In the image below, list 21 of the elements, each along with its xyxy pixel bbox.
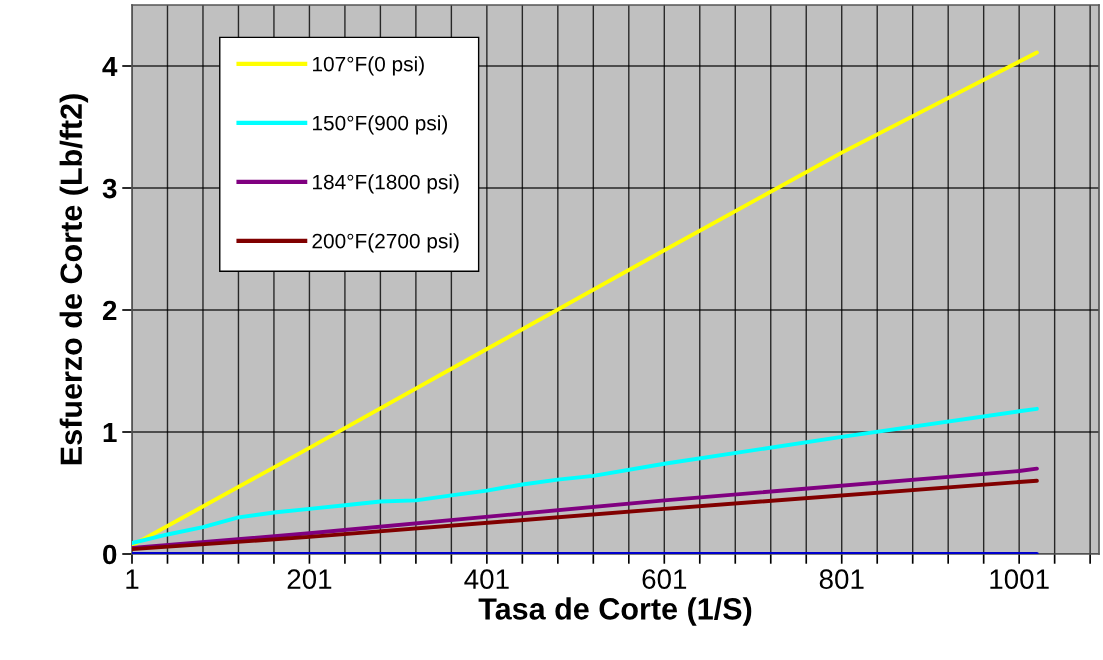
line-series — [132, 50, 1039, 548]
line-series — [132, 466, 1039, 550]
x-tick-label: 201 — [287, 569, 332, 589]
y-tick-label: 1 — [103, 422, 117, 443]
legend-label: 150°F(900 psi) — [313, 115, 448, 135]
legend-label: 184°F(1800 psi) — [313, 174, 459, 194]
line-series — [132, 478, 1039, 552]
y-tick-label: 0 — [103, 544, 117, 565]
x-tick-label: 801 — [819, 569, 864, 589]
x-tick-label: 1001 — [990, 569, 1049, 589]
x-tick-label: 401 — [464, 569, 509, 589]
y-tick-label: 4 — [102, 56, 118, 77]
y-axis-title: Esfuerzo de Corte (Lb/ft2) — [59, 94, 89, 465]
y-tick-label: 3 — [102, 178, 117, 199]
legend-label: 107°F(0 psi) — [313, 56, 424, 76]
x-axis-title: Tasa de Corte (1/S) — [478, 597, 752, 626]
x-tick-label: 1 — [126, 569, 139, 589]
x-tick-label: 601 — [642, 569, 687, 589]
y-tick-label: 2 — [102, 300, 117, 321]
line-series — [132, 406, 1039, 545]
legend-label: 200°F(2700 psi) — [312, 233, 459, 253]
